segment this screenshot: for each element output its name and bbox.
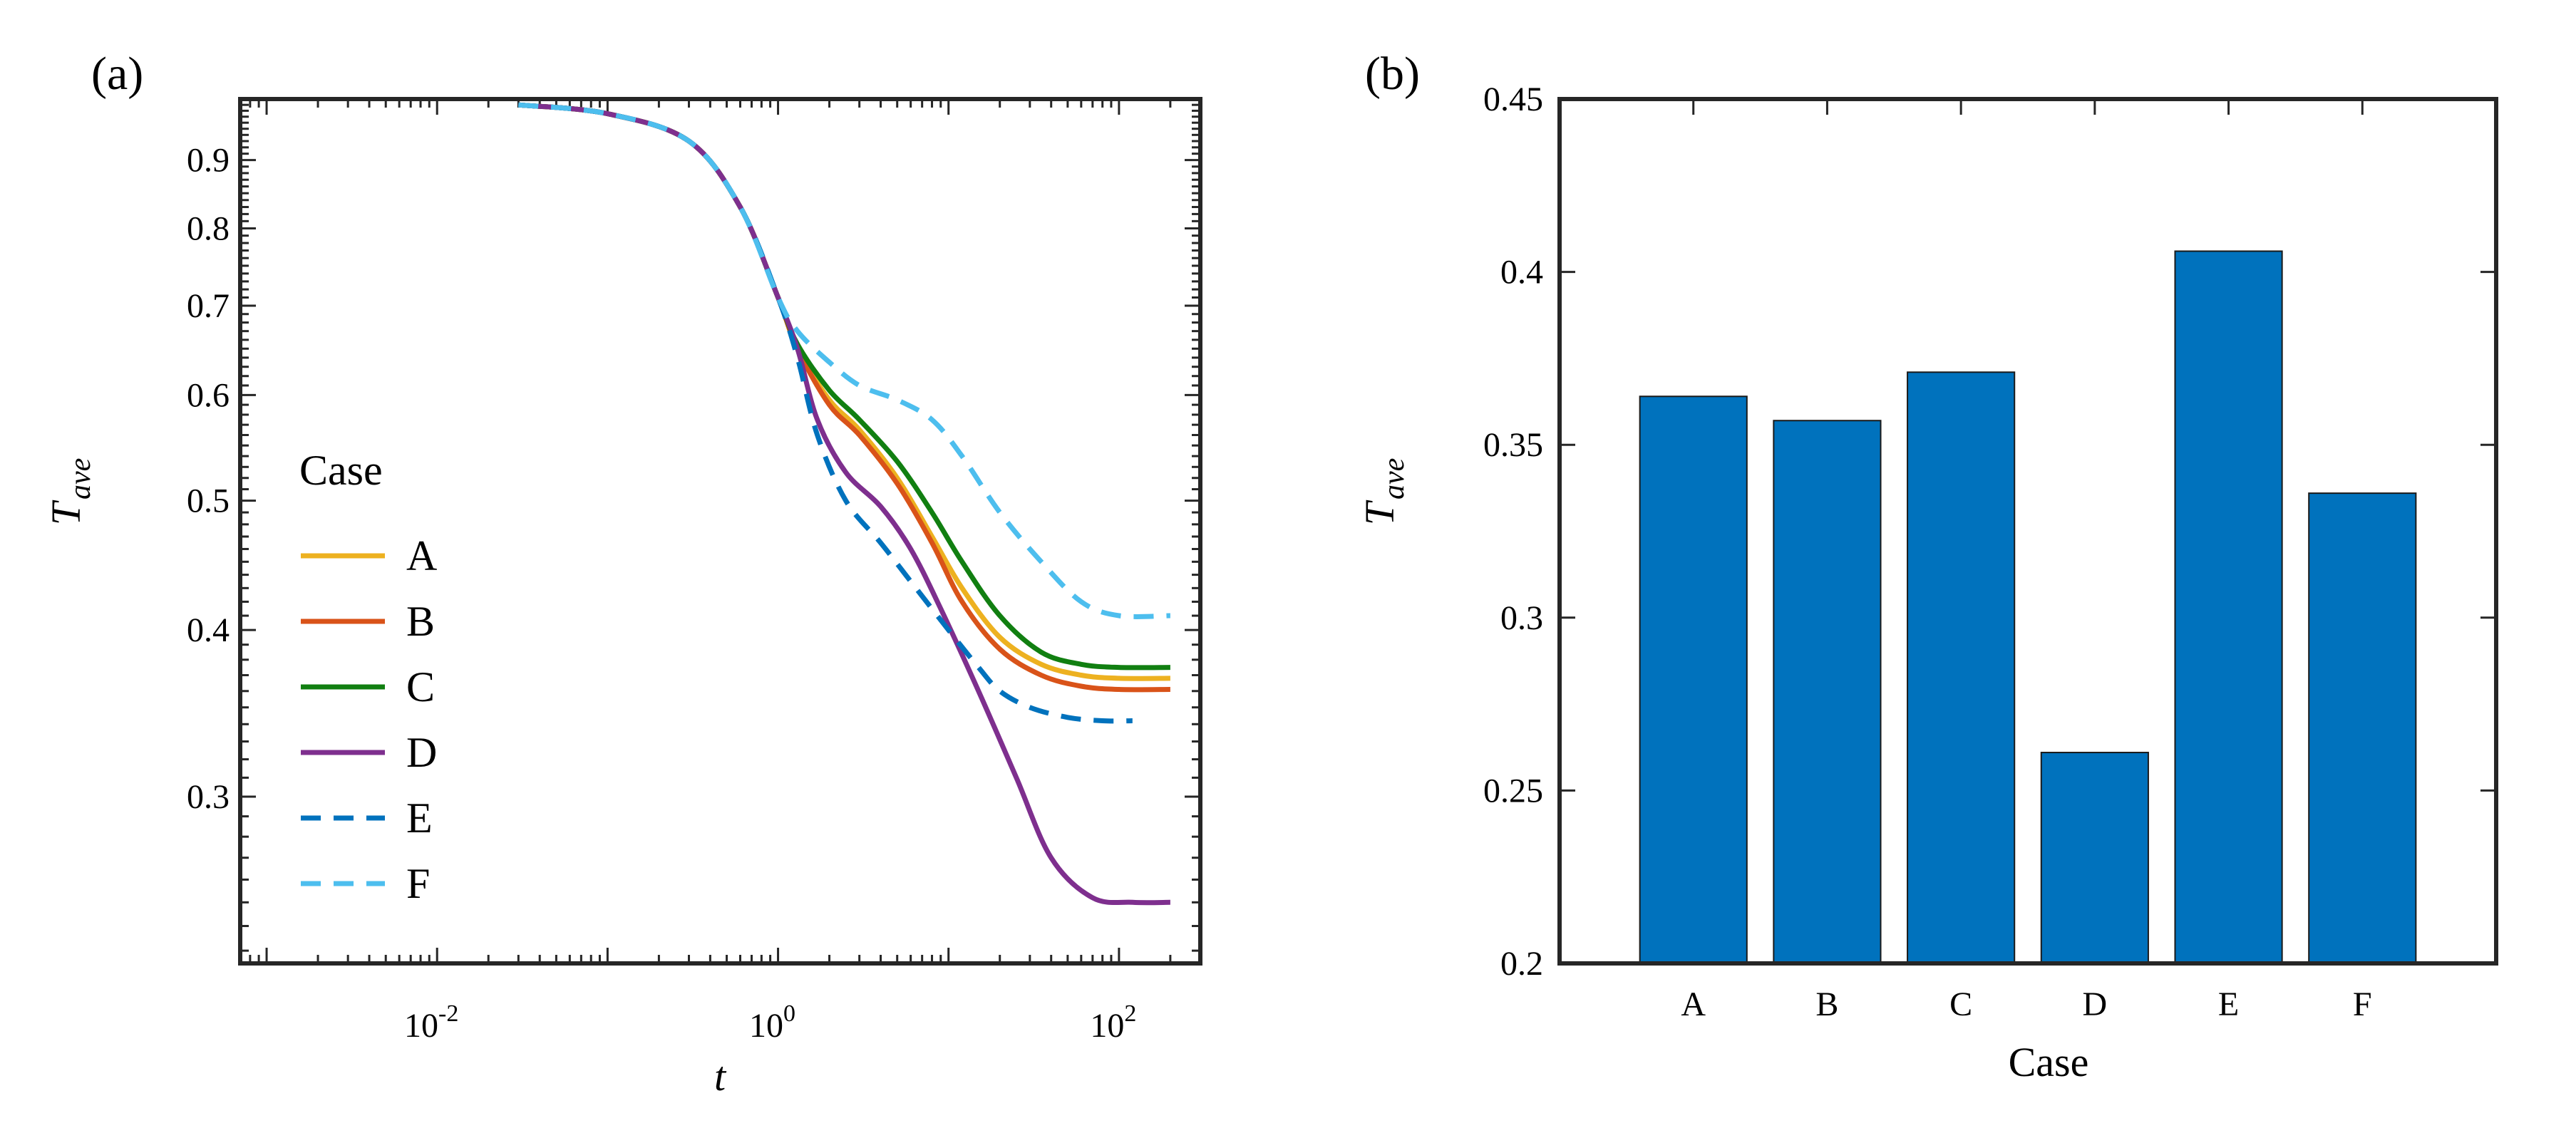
- panel-b-x-tick-labels: A B C D E F: [1681, 985, 2371, 1023]
- y-tick-label: 0.7: [187, 287, 230, 325]
- legend-label-a: A: [406, 532, 437, 579]
- panel-a-label: (a): [91, 48, 143, 100]
- legend-label-b: B: [406, 598, 435, 645]
- panel-b-axes-box: [1557, 97, 2498, 966]
- y-tick-label: 0.4: [187, 611, 230, 649]
- series-line-c: [517, 102, 1170, 671]
- bar-b: [1773, 420, 1882, 964]
- y-tick-label: 0.5: [187, 482, 230, 520]
- panel-b-y-label-sub: ave: [1378, 458, 1411, 500]
- y-tick-label: 0.8: [187, 209, 230, 247]
- panel-a-minor-ticks: [239, 98, 1202, 963]
- x-tick-label: F: [2353, 985, 2372, 1023]
- y-tick-label: 0.2: [1500, 945, 1543, 983]
- series-line-f: [517, 102, 1170, 619]
- bar-d: [2040, 752, 2149, 964]
- panel-b-y-axis-label: Tave: [1356, 458, 1411, 526]
- panel-a-x-tick-labels: 10-2 100 102: [404, 1000, 1136, 1045]
- legend-label-e: E: [406, 795, 433, 842]
- x-tick-label: C: [1949, 985, 1972, 1023]
- series-line-e: [517, 102, 1133, 724]
- x-tick-label: E: [2218, 985, 2239, 1023]
- x-tick-label: D: [2083, 985, 2108, 1023]
- bar-a: [1639, 395, 1748, 964]
- panel-b-label: (b): [1365, 48, 1420, 100]
- y-tick-label: 0.25: [1483, 772, 1543, 809]
- y-tick-label: 0.6: [187, 376, 230, 414]
- y-tick-label: 0.45: [1483, 81, 1543, 118]
- legend-label-c: C: [406, 663, 435, 710]
- x-tick-label: 100: [749, 1000, 795, 1045]
- bar-f: [2308, 492, 2417, 964]
- panel-a-x-axis-label: t: [714, 1053, 727, 1099]
- y-tick-label: 0.3: [187, 778, 230, 816]
- panel-b-x-axis-label: Case: [2009, 1039, 2089, 1085]
- bar-e: [2174, 250, 2283, 965]
- panel-b-y-label-main: T: [1356, 500, 1403, 525]
- panel-a-series-lines: [517, 102, 1170, 906]
- series-line-b: [517, 102, 1170, 693]
- legend-title: Case: [299, 447, 383, 494]
- legend-label-d: D: [406, 729, 437, 776]
- x-tick-label: 102: [1090, 1000, 1136, 1045]
- bar-chart-panel-b: (b) 0.2 0.25 0.3 0.35 0.4 0.45 A B C D E F Case Ta…: [1356, 48, 2498, 1085]
- panel-a-y-label-sub: ave: [64, 458, 97, 500]
- x-tick-label: B: [1815, 985, 1838, 1023]
- legend-label-f: F: [406, 860, 430, 907]
- y-tick-label: 0.35: [1483, 426, 1543, 464]
- x-tick-label: A: [1681, 985, 1706, 1023]
- panel-a-y-axis-label: Tave: [43, 458, 97, 526]
- panel-a-axes-box: [238, 97, 1202, 966]
- y-tick-label: 0.9: [187, 142, 230, 180]
- y-tick-label: 0.3: [1500, 599, 1543, 637]
- line-chart-panel-a: (a) 10-2 100 102 0.3 0.4 0.5 0.6 0.7 0.8 0.9 t T…: [43, 48, 1202, 1099]
- series-line-d: [517, 102, 1170, 906]
- panel-a-y-label-main: T: [43, 500, 89, 525]
- series-line-a: [517, 102, 1170, 681]
- y-tick-label: 0.4: [1500, 254, 1543, 291]
- bar-c: [1907, 371, 2016, 964]
- panel-a-y-tick-labels: 0.3 0.4 0.5 0.6 0.7 0.8 0.9: [187, 142, 230, 816]
- panel-b-bars: [1639, 250, 2417, 965]
- x-tick-label: 10-2: [404, 1000, 458, 1045]
- panel-b-y-tick-labels: 0.2 0.25 0.3 0.35 0.4 0.45: [1483, 81, 1543, 983]
